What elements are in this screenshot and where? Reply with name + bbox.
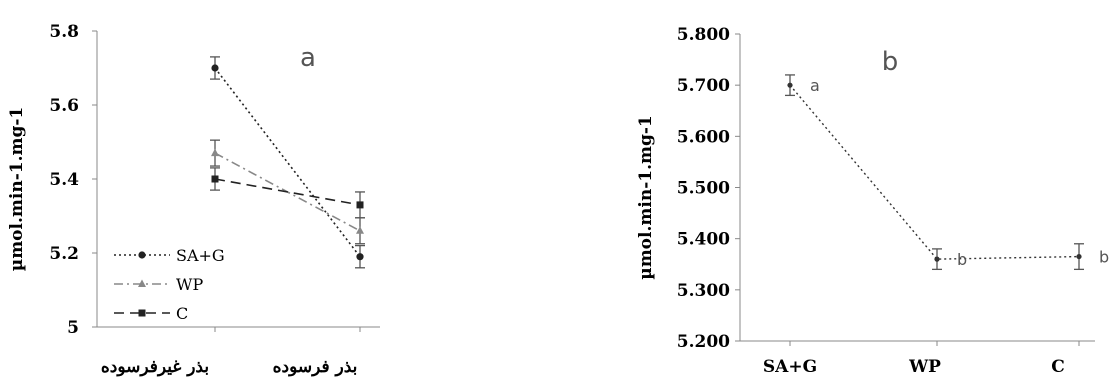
data-point-a <box>356 201 364 209</box>
y-tick-label-b: 5.700 <box>677 76 730 96</box>
data-point-a <box>356 226 364 234</box>
x-tick-label-a: بذر فرسوده <box>273 357 358 377</box>
significance-label-b: a <box>810 76 820 95</box>
significance-label-b: b <box>1099 248 1109 267</box>
data-point-b <box>934 256 940 262</box>
panel-label-b: b <box>882 47 899 77</box>
x-tick-label-b: WP <box>908 357 941 377</box>
y-tick-label-a: 5.6 <box>49 96 79 116</box>
panel-label-a: a <box>300 43 316 73</box>
y-axis-label-b: µmol.min-1.mg-1 <box>636 115 656 280</box>
y-tick-label-b: 5.500 <box>677 179 730 199</box>
x-tick-label-b: SA+G <box>763 357 817 377</box>
legend-marker <box>138 309 146 317</box>
series-line-a-c <box>214 178 361 206</box>
y-tick-label-b: 5.600 <box>677 127 730 147</box>
y-tick-label-a: 5.8 <box>49 22 79 42</box>
data-point-a <box>211 64 219 72</box>
y-tick-label-a: 5.4 <box>49 170 79 190</box>
x-tick-label-a: بذر غیرفرسوده <box>101 357 209 377</box>
data-point-b <box>787 82 793 88</box>
y-tick-label-b: 5.200 <box>677 332 730 352</box>
data-point-b <box>1076 253 1082 260</box>
data-point-a <box>356 253 364 261</box>
y-tick-label-a: 5 <box>67 318 79 338</box>
series-line-b <box>789 84 1080 260</box>
data-point-a <box>211 148 219 157</box>
legend-label: SA+G <box>176 246 225 265</box>
series-line-a-sag <box>214 67 361 258</box>
x-tick-label-b: C <box>1051 357 1065 377</box>
y-tick-label-b: 5.300 <box>677 281 730 301</box>
y-tick-label-b: 5.400 <box>677 230 730 250</box>
legend-label: C <box>176 304 188 323</box>
significance-label-b: b <box>957 250 967 269</box>
legend-marker <box>138 279 146 287</box>
y-tick-label-b: 5.800 <box>677 25 730 45</box>
data-point-a <box>211 175 219 183</box>
legend-label: WP <box>176 275 203 294</box>
y-axis-label-a: µmol.min-1.mg-1 <box>7 107 27 272</box>
legend-marker <box>138 251 146 259</box>
y-tick-label-a: 5.2 <box>49 244 79 264</box>
